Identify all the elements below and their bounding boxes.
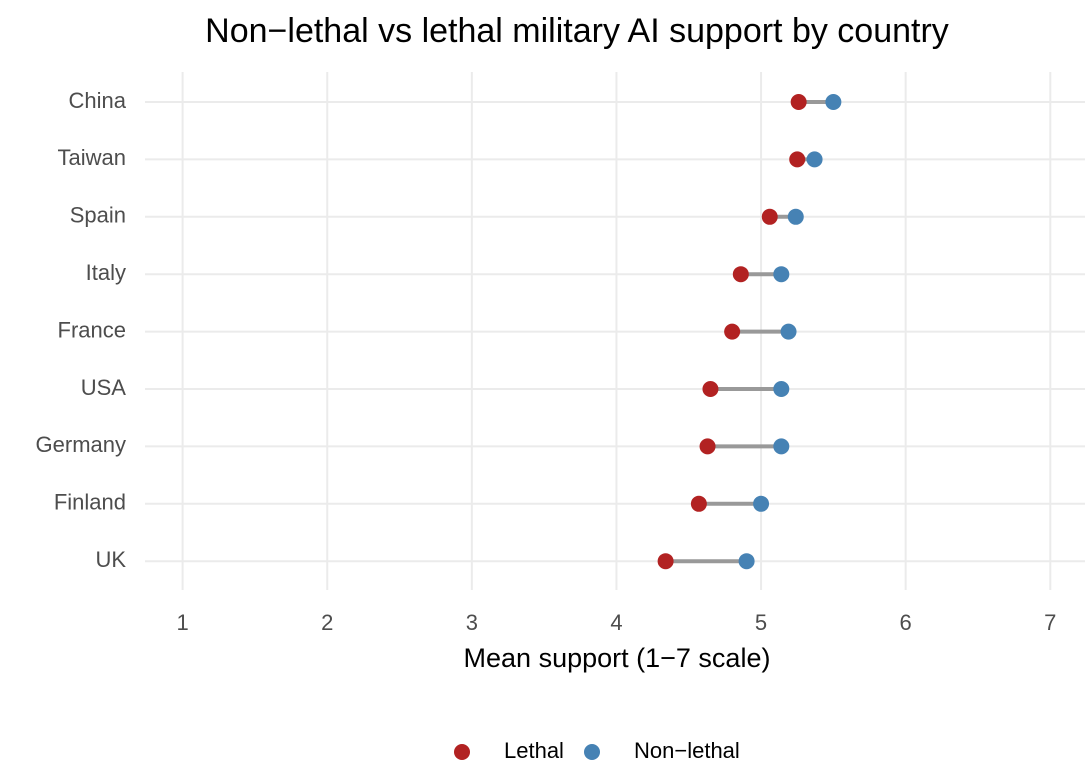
dot — [787, 208, 804, 225]
x-tick-label: 5 — [755, 610, 767, 635]
x-tick-label: 4 — [610, 610, 622, 635]
chart-title: Non−lethal vs lethal military AI support… — [205, 12, 949, 50]
dot — [790, 94, 807, 110]
dot — [789, 151, 806, 168]
y-tick-label: Taiwan — [58, 145, 126, 170]
y-tick-label: France — [58, 317, 126, 342]
y-tick-label: Germany — [36, 432, 126, 457]
legend-swatch — [584, 744, 600, 760]
legend-label: Lethal — [504, 738, 564, 763]
dot — [738, 553, 755, 570]
y-tick-label: Finland — [54, 490, 126, 515]
x-axis-title: Mean support (1−7 scale) — [464, 643, 771, 673]
y-tick-label: USA — [81, 375, 127, 400]
dot — [732, 266, 749, 283]
dot — [699, 438, 716, 455]
dot — [724, 323, 741, 340]
y-tick-label: UK — [95, 547, 126, 572]
x-tick-label: 2 — [321, 610, 333, 635]
y-tick-label: Italy — [86, 260, 126, 285]
dot — [773, 381, 790, 397]
x-tick-label: 6 — [900, 610, 912, 635]
dot — [806, 151, 823, 168]
dot — [753, 495, 770, 512]
dot — [761, 208, 778, 225]
legend-swatch — [454, 744, 470, 760]
x-tick-label: 1 — [176, 610, 188, 635]
y-tick-label: Spain — [70, 203, 126, 228]
dot — [690, 495, 707, 512]
dot — [657, 553, 674, 570]
legend-label: Non−lethal — [634, 738, 740, 763]
dot — [825, 94, 842, 110]
dot — [702, 381, 719, 397]
dot — [773, 438, 790, 455]
dot — [780, 323, 797, 340]
x-tick-label: 7 — [1044, 610, 1056, 635]
y-tick-label: China — [69, 88, 127, 113]
x-tick-label: 3 — [466, 610, 478, 635]
dot — [773, 266, 790, 283]
